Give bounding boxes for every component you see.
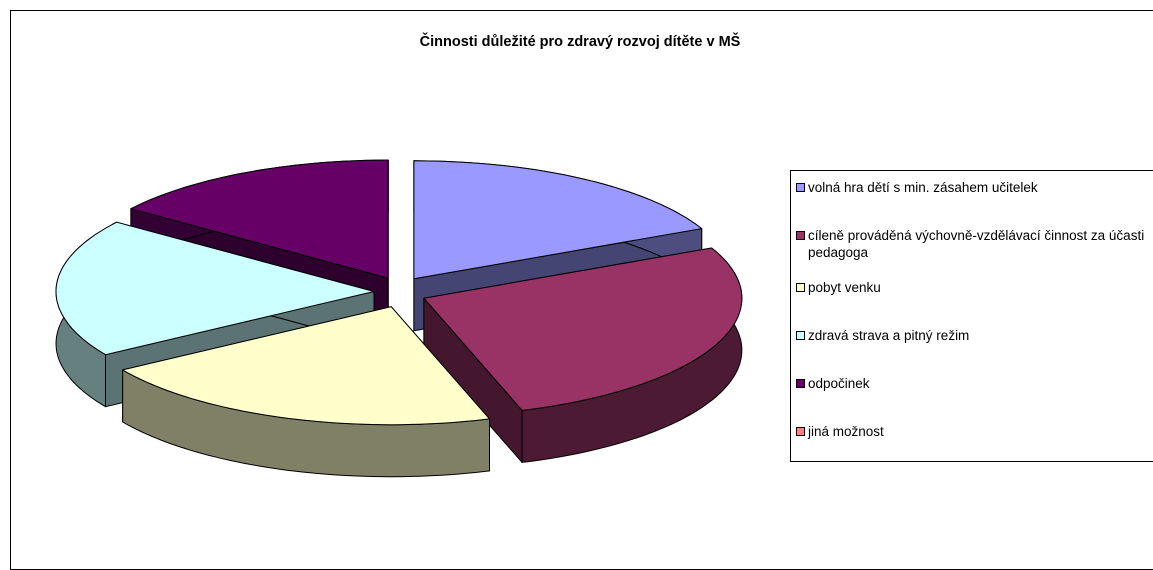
legend-label: jiná možnost [808,424,884,439]
legend-swatch [796,231,805,240]
legend-item: odpočinek [796,375,1153,392]
legend-swatch [796,427,805,436]
legend-label: zdravá strava a pitný režim [808,328,970,343]
legend-item: pobyt venku [796,279,1153,296]
slice-top [122,306,490,426]
slice-top [130,159,389,279]
legend-swatch [796,331,805,340]
legend-swatch [796,183,805,192]
legend-item: cíleně prováděná výchovně-vzdělávací čin… [796,227,1153,261]
legend-item: zdravá strava a pitný režim [796,327,1153,344]
legend-swatch [796,379,805,388]
slice-top [423,247,743,411]
slice [423,247,743,463]
chart-title: Činnosti důležité pro zdravý rozvoj dítě… [420,32,741,50]
slice [122,306,490,478]
legend-swatch [796,283,805,292]
legend-label: pobyt venku [808,280,881,295]
legend-label: odpočinek [808,376,870,391]
slice [55,221,375,408]
legend-item: jiná možnost [796,423,1153,440]
legend: volná hra dětí s min. zásahem učitelek cí… [790,170,1153,462]
legend-label: volná hra dětí s min. zásahem učitelek [808,180,1038,195]
legend-item: volná hra dětí s min. zásahem učitelek [796,179,1153,196]
slice-top [55,221,375,356]
legend-label: cíleně prováděná výchovně-vzdělávací čin… [808,228,1145,260]
slice-top [413,160,703,280]
